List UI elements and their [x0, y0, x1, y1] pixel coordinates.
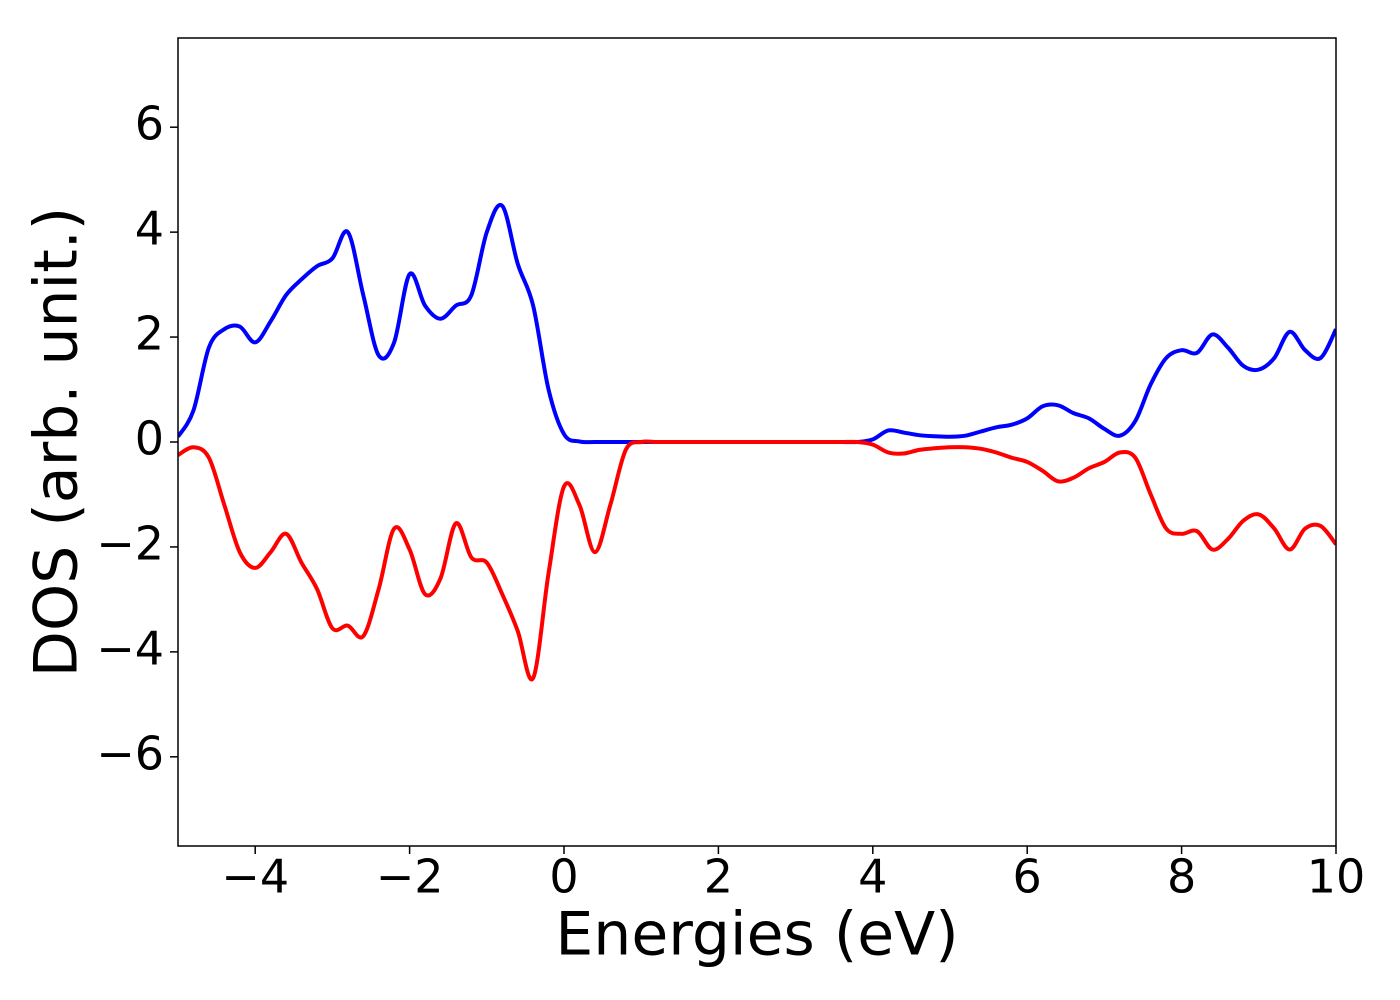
x-tick-label: 10 — [1307, 850, 1366, 904]
y-axis-label: DOS (arb. unit.) — [22, 207, 92, 677]
dos-line — [178, 439, 1336, 682]
x-tick-label: 0 — [549, 850, 578, 904]
plot-frame — [177, 37, 1337, 847]
y-tick-label: −4 — [96, 621, 164, 675]
y-tick-label: 0 — [135, 412, 164, 466]
x-tick-label: −2 — [376, 850, 444, 904]
y-tick-label: 6 — [135, 97, 164, 151]
x-axis-label: Energies (eV) — [555, 900, 958, 970]
x-tick-label: −4 — [221, 850, 289, 904]
dos-line — [178, 202, 1336, 445]
x-tick-label: 2 — [704, 850, 733, 904]
x-tick-label: 6 — [1013, 850, 1042, 904]
y-tick-label: 2 — [135, 307, 164, 361]
x-tick-label: 4 — [858, 850, 887, 904]
x-tick-label: 8 — [1167, 850, 1196, 904]
y-tick-label: −6 — [96, 726, 164, 780]
y-tick-label: −2 — [96, 516, 164, 570]
y-tick-label: 4 — [135, 202, 164, 256]
